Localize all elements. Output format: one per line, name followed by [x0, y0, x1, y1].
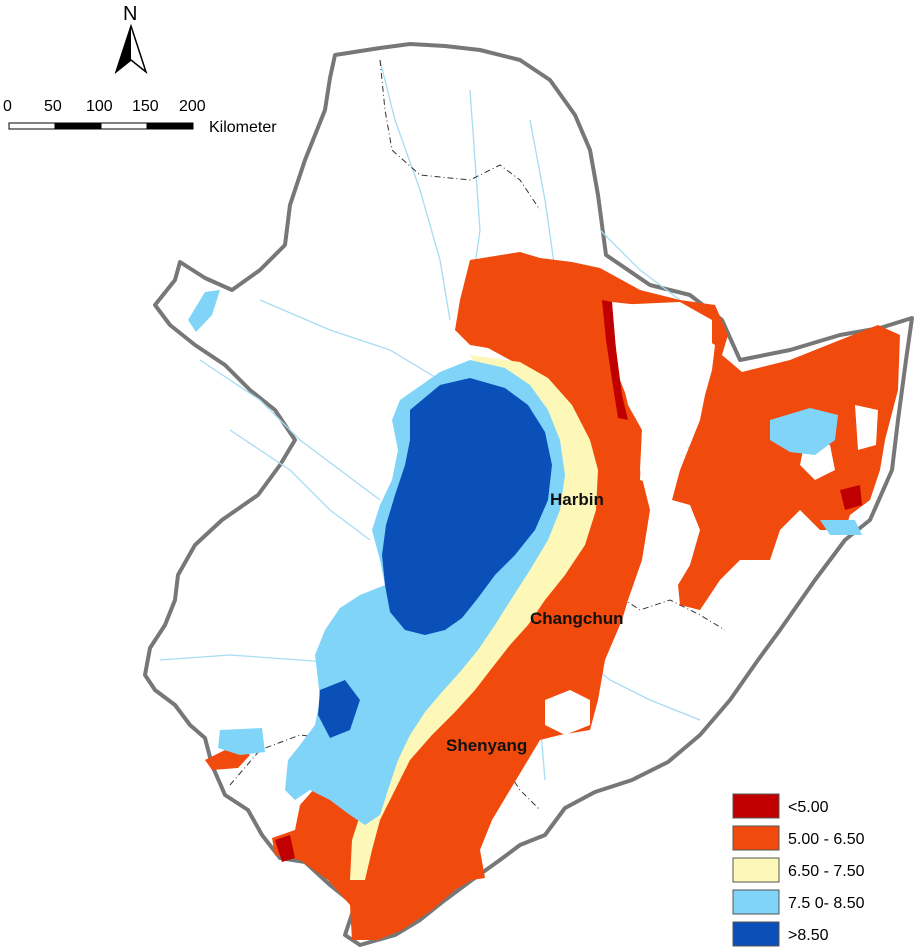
class-6.5-7.5-zone [350, 355, 598, 880]
legend-swatch-2 [732, 825, 780, 851]
scale-tick-100: 100 [86, 98, 113, 115]
class-above-8.5-zone [318, 378, 552, 738]
legend-swatch-5 [732, 921, 780, 947]
scale-bar: 0 50 100 150 200 Kilometer [3, 98, 277, 136]
legend-swatch-4 [732, 889, 780, 915]
legend-label-2: 5.00 - 6.50 [788, 831, 865, 848]
scale-tick-50: 50 [44, 98, 62, 115]
city-label-harbin: Harbin [550, 490, 604, 509]
legend-label-5: >8.50 [788, 927, 829, 944]
north-arrow-letter: N [123, 3, 137, 25]
scale-tick-200: 200 [179, 98, 206, 115]
scale-tick-150: 150 [132, 98, 159, 115]
legend-swatch-1 [732, 793, 780, 819]
legend-label-3: 6.50 - 7.50 [788, 863, 865, 880]
legend-label-1: <5.00 [788, 799, 829, 816]
scale-tick-0: 0 [3, 98, 12, 115]
legend: <5.00 5.00 - 6.50 6.50 - 7.50 7.5 0- 8.5… [732, 793, 865, 947]
legend-label-4: 7.5 0- 8.50 [788, 895, 865, 912]
legend-swatch-3 [732, 857, 780, 883]
scale-unit-label: Kilometer [209, 119, 277, 136]
city-label-changchun: Changchun [530, 609, 624, 628]
north-arrow: N [114, 3, 148, 75]
city-label-shenyang: Shenyang [446, 736, 527, 755]
class-below-5-zone [275, 300, 862, 862]
